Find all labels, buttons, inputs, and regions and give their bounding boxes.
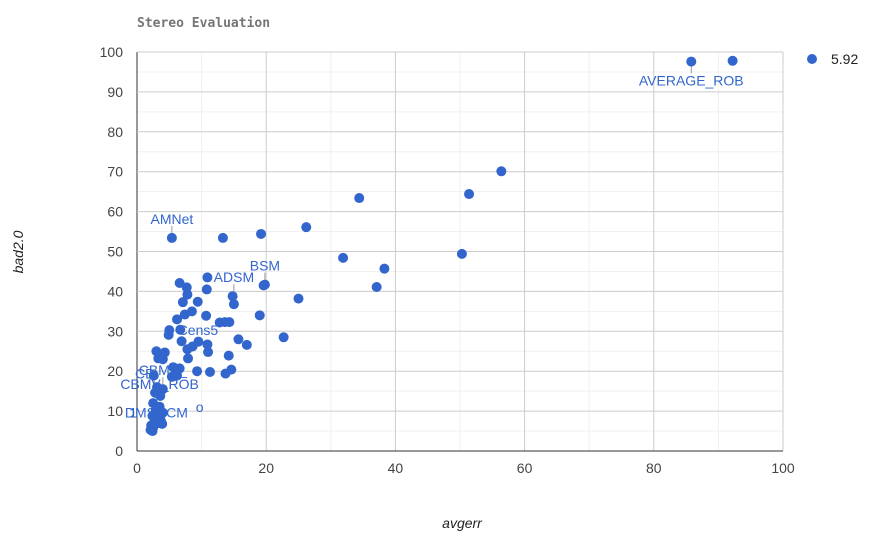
data-point[interactable]	[226, 364, 237, 375]
minor-gridlines	[137, 52, 783, 451]
point-label: AMNet	[150, 211, 193, 227]
data-point[interactable]	[217, 232, 228, 243]
data-point[interactable]	[293, 293, 304, 304]
legend-marker	[807, 54, 817, 64]
y-tick-label: 90	[107, 84, 123, 100]
point-label: o	[196, 399, 204, 415]
y-tick-label: 80	[107, 124, 123, 140]
point-label: Cens5	[178, 322, 219, 338]
data-point[interactable]	[175, 324, 186, 335]
point-label: CBMV_	[139, 362, 187, 378]
data-point[interactable]	[201, 284, 212, 295]
data-point[interactable]	[181, 282, 192, 293]
data-point[interactable]	[192, 366, 203, 377]
data-point[interactable]	[214, 317, 225, 328]
x-tick-label: 80	[646, 460, 662, 476]
y-tick-label: 20	[107, 363, 123, 379]
data-point[interactable]	[157, 418, 168, 429]
data-point[interactable]	[204, 366, 215, 377]
data-point[interactable]	[241, 339, 252, 350]
data-point[interactable]	[183, 353, 194, 364]
data-point[interactable]	[227, 291, 238, 302]
data-point[interactable]	[464, 189, 475, 200]
data-point[interactable]	[202, 272, 213, 283]
x-tick-label: 20	[258, 460, 274, 476]
data-point[interactable]	[166, 232, 177, 243]
data-point[interactable]	[155, 390, 166, 401]
data-point[interactable]	[354, 193, 365, 204]
data-point[interactable]	[686, 56, 697, 67]
data-point[interactable]	[254, 310, 265, 321]
point-label: CBMV_ROB	[120, 376, 199, 392]
x-tick-label: 100	[771, 460, 795, 476]
y-axis-ticks: 0 10 20 30 40 50 60 70 80 90 100	[100, 44, 124, 459]
data-point[interactable]	[182, 344, 193, 355]
data-point[interactable]	[147, 426, 158, 437]
data-point[interactable]	[233, 334, 244, 345]
data-point[interactable]	[202, 339, 213, 350]
x-axis-ticks: 0 20 40 60 80 100	[133, 460, 795, 476]
data-point[interactable]	[224, 317, 235, 328]
point-label: DMSRCM	[125, 405, 188, 421]
major-gridlines	[136, 51, 784, 452]
annotation-leader-lines	[153, 66, 692, 399]
data-point[interactable]	[228, 299, 239, 310]
y-tick-label: 50	[107, 244, 123, 260]
point-label: 1	[129, 405, 137, 421]
data-point[interactable]	[379, 263, 390, 274]
data-point[interactable]	[172, 314, 183, 325]
data-point[interactable]	[223, 350, 234, 361]
data-point[interactable]	[176, 336, 187, 347]
data-point[interactable]	[727, 55, 738, 66]
data-point[interactable]	[163, 329, 174, 340]
data-points[interactable]	[145, 55, 738, 437]
point-label: CB	[135, 366, 154, 382]
y-tick-label: 30	[107, 323, 123, 339]
data-point[interactable]	[258, 280, 269, 291]
data-point[interactable]	[182, 289, 193, 300]
data-point[interactable]	[179, 309, 190, 320]
legend[interactable]: 5.92	[807, 51, 858, 67]
data-point[interactable]	[157, 354, 168, 365]
data-point[interactable]	[456, 248, 467, 259]
data-point[interactable]	[338, 252, 349, 263]
y-tick-label: 10	[107, 403, 123, 419]
y-tick-label: 40	[107, 283, 123, 299]
data-point[interactable]	[278, 332, 289, 343]
legend-label: 5.92	[831, 51, 858, 67]
y-tick-label: 0	[115, 443, 123, 459]
y-tick-label: 70	[107, 164, 123, 180]
data-point[interactable]	[371, 282, 382, 293]
x-tick-label: 40	[388, 460, 404, 476]
data-point[interactable]	[301, 222, 312, 233]
data-point[interactable]	[192, 296, 203, 307]
x-axis-title: avgerr	[442, 515, 483, 531]
data-point[interactable]	[496, 166, 507, 177]
x-tick-label: 60	[517, 460, 533, 476]
y-tick-label: 60	[107, 204, 123, 220]
point-label: BSM	[250, 258, 280, 274]
y-tick-label: 100	[100, 44, 124, 60]
point-label: 1	[129, 405, 137, 421]
data-point[interactable]	[177, 297, 188, 308]
chart-title: Stereo Evaluation	[137, 16, 270, 31]
x-tick-label: 0	[133, 460, 141, 476]
data-point[interactable]	[203, 347, 214, 358]
data-point[interactable]	[148, 370, 159, 381]
point-label: AVERAGE_ROB	[639, 73, 744, 89]
data-point[interactable]	[201, 310, 212, 321]
y-axis-title: bad2.0	[10, 230, 26, 273]
data-point[interactable]	[256, 228, 267, 239]
data-point[interactable]	[172, 370, 183, 381]
point-label: ADSM	[214, 269, 254, 285]
